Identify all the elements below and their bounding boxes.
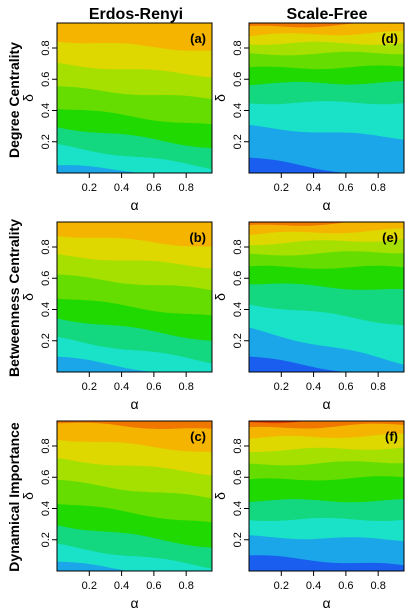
plot-frame [248,22,405,174]
row-title-betweenness-centrality: Betweenness Centrality [6,219,22,377]
row-title-dynamical-importance: Dynamical Importance [6,422,22,572]
panel-a: 0.2 0.4 0.6 0.8 0.2 0.4 0.6 0.8 α δ (a) [20,22,213,213]
panel-e: 0.2 0.4 0.6 0.8 0.2 0.4 0.6 0.8 α δ (e) [212,221,405,412]
plot-frame [56,22,213,174]
contour-bands [57,23,212,173]
y-tick-label: 0.8 [40,239,52,254]
x-tick-label: 0.2 [82,182,97,194]
y-axis-label: δ [20,492,36,500]
contour-band-level-8 [57,23,212,51]
x-tick-label: 0.6 [338,182,353,194]
y-axis-label: δ [212,293,228,301]
column-title-scale-free: Scale-Free [287,6,368,23]
y-tick-label: 0.2 [40,532,52,547]
y-axis-label: δ [212,94,228,102]
y-tick-label: 0.2 [232,532,244,547]
x-tick-label: 0.8 [371,580,386,592]
y-tick-label: 0.4 [232,501,244,516]
panel-d: 0.2 0.4 0.6 0.8 0.2 0.4 0.6 0.8 α δ (d) [212,22,405,213]
x-tick-label: 0.6 [338,580,353,592]
plot-frame [248,221,405,373]
x-tick-label: 0.6 [146,381,161,393]
x-axis-label: α [130,595,138,610]
y-tick-label: 0.6 [40,271,52,286]
x-tick-label: 0.8 [371,182,386,194]
x-axis-label: α [322,396,330,412]
contour-band-level-9 [249,23,404,28]
x-tick-label: 0.8 [179,381,194,393]
x-tick-label: 0.4 [306,182,321,194]
y-tick-label: 0.6 [232,470,244,485]
y-tick-label: 0.4 [40,302,52,317]
plot-frame [56,221,213,373]
x-tick-label: 0.2 [274,182,289,194]
x-tick-label: 0.4 [306,580,321,592]
x-tick-label: 0.6 [146,580,161,592]
plot-frame [248,420,405,572]
x-tick-label: 0.8 [179,580,194,592]
panel-label: (b) [189,230,206,245]
contour-bands [57,421,212,571]
panel-label: (c) [190,429,206,444]
y-tick-label: 0.2 [40,134,52,149]
y-tick-label: 0.4 [232,302,244,317]
y-tick-label: 0.4 [40,501,52,516]
contour-band-level-9 [249,222,349,226]
x-tick-label: 0.2 [274,580,289,592]
x-tick-label: 0.2 [82,580,97,592]
contour-band-level-9 [249,421,404,429]
y-tick-label: 0.2 [232,134,244,149]
y-axis-label: δ [20,94,36,102]
y-tick-label: 0.6 [232,72,244,87]
contour-band-level-8 [57,222,212,247]
x-axis-label: α [322,595,330,610]
row-title-degree-centrality: Degree Centrality [6,42,22,158]
panel-b: 0.2 0.4 0.6 0.8 0.2 0.4 0.6 0.8 α δ (b) [20,221,213,412]
contour-bands [249,421,404,571]
x-axis-label: α [130,396,138,412]
contour-band-level-10 [249,421,307,424]
y-tick-label: 0.8 [232,438,244,453]
y-tick-label: 0.4 [232,103,244,118]
panel-c: 0.2 0.4 0.6 0.8 0.2 0.4 0.6 0.8 α δ (c) [20,420,213,610]
x-tick-label: 0.2 [82,381,97,393]
panel-label: (e) [382,230,398,245]
panel-f: 0.2 0.4 0.6 0.8 0.2 0.4 0.6 0.8 α δ (f) [212,420,405,610]
contour-bands [249,222,404,372]
x-tick-label: 0.6 [338,381,353,393]
column-title-erdos-renyi: Erdos-Renyi [89,6,183,23]
y-tick-label: 0.8 [40,438,52,453]
panel-label: (a) [190,31,206,46]
y-tick-label: 0.6 [232,271,244,286]
contour-band-level-9 [57,421,212,429]
x-tick-label: 0.2 [274,381,289,393]
y-tick-label: 0.8 [40,40,52,55]
x-tick-label: 0.4 [114,182,129,194]
x-tick-label: 0.8 [371,381,386,393]
y-tick-label: 0.6 [40,72,52,87]
plot-frame [56,420,213,572]
x-tick-label: 0.4 [306,381,321,393]
y-axis-label: δ [20,293,36,301]
y-tick-label: 0.8 [232,239,244,254]
x-tick-label: 0.4 [114,381,129,393]
x-tick-label: 0.4 [114,580,129,592]
x-axis-label: α [130,197,138,213]
y-tick-label: 0.8 [232,40,244,55]
x-axis-label: α [322,197,330,213]
contour-bands [57,222,212,372]
x-tick-label: 0.6 [146,182,161,194]
y-axis-label: δ [212,492,228,500]
panel-label: (f) [385,429,398,444]
y-tick-label: 0.4 [40,103,52,118]
x-tick-label: 0.8 [179,182,194,194]
y-tick-label: 0.6 [40,470,52,485]
panel-label: (d) [381,31,398,46]
y-tick-label: 0.2 [232,333,244,348]
contour-bands [249,23,404,173]
y-tick-label: 0.2 [40,333,52,348]
